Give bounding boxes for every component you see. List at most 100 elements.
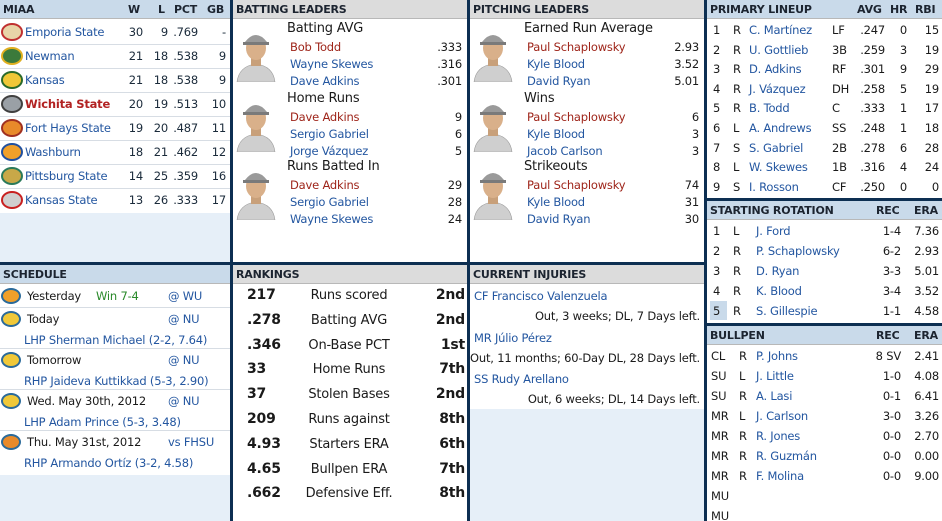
schedule-row[interactable]: Yesterday Win 7-4 @ WU: [0, 285, 230, 308]
rotation-pitcher-name[interactable]: P. Schaplowsky: [756, 244, 840, 258]
rotation-pitcher-name[interactable]: D. Ryan: [756, 264, 800, 278]
schedule-probable-pitcher[interactable]: LHP Sherman Michael (2-2, 7.64): [24, 333, 208, 347]
standings-row[interactable]: Pittsburg State 14 25 .359 16: [0, 164, 230, 188]
leader-name[interactable]: Kyle Blood: [527, 195, 585, 209]
schedule-probable-pitcher[interactable]: RHP Jaideva Kuttikkad (5-3, 2.90): [24, 374, 209, 388]
standings-row[interactable]: Kansas State 13 26 .333 17: [0, 188, 230, 212]
bullpen-row[interactable]: MR R R. Guzmán 0-0 0.00: [707, 446, 942, 466]
team-name[interactable]: Pittsburg State: [25, 169, 108, 183]
lineup-row[interactable]: 8 L W. Skewes 1B .316 4 24: [707, 157, 942, 177]
bullpen-row[interactable]: MR L J. Carlson 3-0 3.26: [707, 406, 942, 426]
lineup-player-name[interactable]: B. Todd: [749, 101, 790, 116]
lineup-row[interactable]: 1 R C. Martínez LF .247 0 15: [707, 20, 942, 40]
schedule-opponent[interactable]: @ NU: [168, 394, 200, 408]
bullpen-pitcher-name[interactable]: P. Johns: [756, 349, 798, 363]
schedule-opponent[interactable]: @ NU: [168, 353, 200, 367]
standings-row[interactable]: Newman 21 18 .538 9: [0, 44, 230, 68]
bullpen-row[interactable]: CL R P. Johns 8 SV 2.41: [707, 346, 942, 366]
lineup-row[interactable]: 5 R B. Todd C .333 1 17: [707, 98, 942, 118]
standings-row[interactable]: Kansas 21 18 .538 9: [0, 68, 230, 92]
bullpen-pitcher-name[interactable]: F. Molina: [756, 469, 804, 483]
bullpen-throws: R: [739, 429, 747, 443]
schedule-result[interactable]: Win 7-4: [96, 289, 139, 303]
team-name[interactable]: Kansas State: [25, 193, 98, 207]
lineup-row[interactable]: 4 R J. Vázquez DH .258 5 19: [707, 79, 942, 99]
team-name[interactable]: Washburn: [25, 145, 81, 159]
lineup-player-name[interactable]: W. Skewes: [749, 160, 808, 175]
leader-name[interactable]: Sergio Gabriel: [290, 127, 369, 141]
lineup-row[interactable]: 9 S I. Rosson CF .250 0 0: [707, 177, 942, 197]
rotation-row[interactable]: 4 R K. Blood 3-4 3.52: [707, 281, 942, 301]
schedule-opponent[interactable]: @ NU: [168, 312, 200, 326]
schedule-probable-pitcher[interactable]: RHP Armando Ortíz (3-2, 4.58): [24, 456, 194, 470]
team-name[interactable]: Wichita State: [25, 97, 111, 111]
standings-row[interactable]: Fort Hays State 19 20 .487 11: [0, 116, 230, 140]
standings-row[interactable]: Emporia State 30 9 .769 -: [0, 20, 230, 44]
lineup-row[interactable]: 2 R U. Gottlieb 3B .259 3 19: [707, 40, 942, 60]
bullpen-pitcher-name[interactable]: J. Little: [756, 369, 794, 383]
schedule-row[interactable]: Wed. May 30th, 2012 @ NU: [0, 390, 230, 413]
standings-row[interactable]: Washburn 18 21 .462 12: [0, 140, 230, 164]
bullpen-row[interactable]: MR R F. Molina 0-0 9.00: [707, 466, 942, 486]
leader-name[interactable]: David Ryan: [527, 212, 591, 226]
schedule-opponent[interactable]: @ WU: [168, 289, 203, 303]
schedule-probable-pitcher[interactable]: LHP Adam Prince (5-3, 3.48): [24, 415, 181, 429]
lineup-player-name[interactable]: J. Vázquez: [749, 81, 806, 96]
bullpen-role: SU: [711, 389, 727, 403]
rotation-row[interactable]: 5 R S. Gillespie 1-1 4.58: [707, 301, 942, 321]
lineup-player-name[interactable]: A. Andrews: [749, 121, 812, 135]
leader-name[interactable]: Kyle Blood: [527, 57, 585, 71]
schedule-row[interactable]: Tomorrow @ NU: [0, 349, 230, 372]
bullpen-pitcher-name[interactable]: R. Jones: [756, 429, 801, 443]
lineup-row[interactable]: 7 S S. Gabriel 2B .278 6 28: [707, 138, 942, 158]
bullpen-pitcher-name[interactable]: R. Guzmán: [756, 449, 817, 463]
leader-name[interactable]: Paul Schaplowsky: [527, 110, 626, 124]
leader-name[interactable]: David Ryan: [527, 74, 591, 88]
rotation-row[interactable]: 3 R D. Ryan 3-3 5.01: [707, 261, 942, 281]
lineup-player-name[interactable]: D. Adkins: [749, 62, 802, 77]
lineup-row[interactable]: 3 R D. Adkins RF .301 9 29: [707, 59, 942, 79]
bullpen-row[interactable]: MU: [707, 506, 942, 521]
leader-name[interactable]: Dave Adkins: [290, 74, 360, 88]
leader-name[interactable]: Bob Todd: [290, 40, 341, 54]
leader-name[interactable]: Dave Adkins: [290, 178, 360, 192]
bullpen-pitcher-name[interactable]: J. Carlson: [756, 409, 809, 423]
schedule-row[interactable]: Today @ NU: [0, 308, 230, 331]
lineup-player-name[interactable]: I. Rosson: [749, 179, 799, 194]
rotation-pitcher-name[interactable]: K. Blood: [756, 284, 802, 298]
lineup-player-name[interactable]: S. Gabriel: [749, 140, 804, 155]
ranking-rank: 2nd: [435, 287, 465, 303]
bullpen-row[interactable]: SU L J. Little 1-0 4.08: [707, 366, 942, 386]
standings-row[interactable]: Wichita State 20 19 .513 10: [0, 92, 230, 116]
leader-name[interactable]: Paul Schaplowsky: [527, 178, 626, 192]
rotation-row[interactable]: 1 L J. Ford 1-4 7.36: [707, 221, 942, 241]
rotation-pitcher-name[interactable]: S. Gillespie: [756, 304, 818, 318]
lineup-player-name[interactable]: C. Martínez: [749, 23, 812, 37]
lineup-player-name[interactable]: U. Gottlieb: [749, 42, 809, 57]
leader-name[interactable]: Wayne Skewes: [290, 57, 374, 71]
bullpen-row[interactable]: MR R R. Jones 0-0 2.70: [707, 426, 942, 446]
lineup-row[interactable]: 6 L A. Andrews SS .248 1 18: [707, 118, 942, 138]
leader-name[interactable]: Kyle Blood: [527, 127, 585, 141]
leader-name[interactable]: Jacob Carlson: [527, 144, 603, 158]
leader-name[interactable]: Sergio Gabriel: [290, 195, 369, 209]
team-name[interactable]: Kansas: [25, 73, 65, 87]
injury-player[interactable]: MR Júlio Pérez: [474, 331, 552, 345]
leader-name[interactable]: Dave Adkins: [290, 110, 360, 124]
team-name[interactable]: Fort Hays State: [25, 121, 111, 135]
bullpen-pitcher-name[interactable]: A. Lasi: [756, 389, 793, 403]
leader-name[interactable]: Paul Schaplowsky: [527, 40, 626, 54]
rotation-pitcher-name[interactable]: J. Ford: [756, 224, 791, 238]
leader-name[interactable]: Jorge Vázquez: [290, 144, 369, 158]
injury-player[interactable]: CF Francisco Valenzuela: [474, 289, 608, 303]
injury-player[interactable]: SS Rudy Arellano: [474, 372, 569, 386]
schedule-opponent[interactable]: vs FHSU: [168, 435, 215, 449]
schedule-row[interactable]: Thu. May 31st, 2012 vs FHSU: [0, 431, 230, 454]
team-name[interactable]: Newman: [25, 49, 75, 63]
leader-name[interactable]: Wayne Skewes: [290, 212, 374, 226]
bullpen-row[interactable]: SU R A. Lasi 0-1 6.41: [707, 386, 942, 406]
bullpen-row[interactable]: MU: [707, 486, 942, 506]
rotation-row[interactable]: 2 R P. Schaplowsky 6-2 2.93: [707, 241, 942, 261]
team-pct: .333: [173, 193, 198, 207]
team-name[interactable]: Emporia State: [25, 25, 105, 39]
